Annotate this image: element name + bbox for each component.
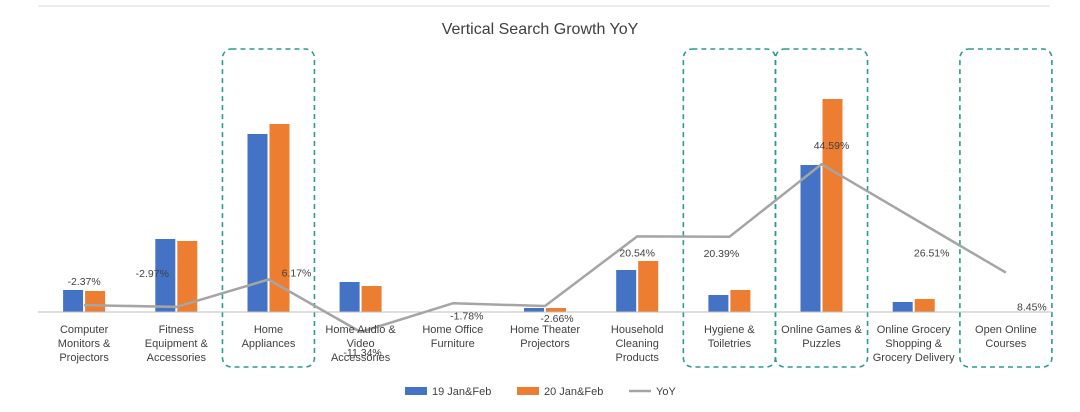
yoy-data-label-online-games-and-puzzles: 44.59% <box>814 140 850 152</box>
category-label-hygiene-and-toiletries: Hygiene & Toiletries <box>704 324 755 350</box>
yoy-data-label-home-appliances: 6.17% <box>282 268 312 280</box>
bar-19-janandfeb-hygiene-and-toiletries <box>708 295 729 312</box>
highlight-box-hygiene-and-toiletries <box>682 48 777 368</box>
category-label-online-grocery-shopping-and-grocery-delivery: Online Grocery Shopping & Grocery Delivery <box>873 324 955 364</box>
yoy-data-label-fitness-equipment-and-accessories: -2.97% <box>136 268 169 280</box>
bar-20-janandfeb-fitness-equipment-and-accessories <box>177 241 198 312</box>
category-label-home-audio-and-video-accessories: Home Audio & Video Accessories <box>325 324 396 364</box>
bar-19-janandfeb-online-grocery-shopping-and-grocery-delivery <box>892 302 913 312</box>
legend-label-yoy: YoY <box>656 386 676 398</box>
highlight-box-open-online-courses <box>959 48 1053 368</box>
bar-20-janandfeb-online-games-and-puzzles <box>822 99 843 312</box>
yoy-data-label-home-office-furniture: -1.78% <box>450 310 483 322</box>
category-label-home-appliances: Home Appliances <box>242 324 296 350</box>
bar-20-janandfeb-online-grocery-shopping-and-grocery-delivery <box>914 299 935 312</box>
bar-20-janandfeb-home-audio-and-video-accessories <box>361 286 382 312</box>
yoy-line-group: -2.37% -2.97% 6.17% -11.34% -1.78% -2.66% 20.5… <box>67 140 1046 359</box>
bar-19-janandfeb-online-games-and-puzzles <box>800 165 821 312</box>
yoy-data-label-computer-monitors-and-projectors: -2.37% <box>67 276 100 288</box>
legend-label-20-janandfeb: 20 Jan&Feb <box>544 386 603 398</box>
category-label-open-online-courses: Open Online Courses <box>975 324 1037 350</box>
bar-19-janandfeb-household-cleaning-products <box>616 270 637 312</box>
legend-swatch-19-janandfeb <box>405 387 427 395</box>
bar-20-janandfeb-household-cleaning-products <box>638 261 659 312</box>
highlight-boxes <box>221 48 1053 368</box>
category-label-fitness-equipment-and-accessories: Fitness Equipment & Accessories <box>145 324 209 364</box>
yoy-data-label-open-online-courses: 8.45% <box>1017 302 1047 314</box>
bar-19-janandfeb-home-appliances <box>247 134 268 312</box>
highlight-box-online-games-and-puzzles <box>774 48 869 368</box>
legend-label-19-janandfeb: 19 Jan&Feb <box>432 386 491 398</box>
bar-20-janandfeb-home-appliances <box>269 124 290 312</box>
bar-20-janandfeb-home-theater-projectors <box>546 308 566 312</box>
category-label-household-cleaning-products: Household Cleaning Products <box>611 324 664 364</box>
yoy-line <box>84 162 1007 334</box>
highlight-box-home-appliances <box>221 48 316 368</box>
yoy-data-label-household-cleaning-products: 20.54% <box>619 247 655 259</box>
legend-swatch-20-janandfeb <box>517 387 539 395</box>
legend: 19 Jan&Feb 20 Jan&Feb YoY <box>405 386 676 398</box>
bar-19-janandfeb-fitness-equipment-and-accessories <box>155 239 176 312</box>
category-label-home-office-furniture: Home Office Furniture <box>422 324 483 350</box>
bar-19-janandfeb-home-audio-and-video-accessories <box>339 282 360 312</box>
category-label-computer-monitors-and-projectors: Computer Monitors & Projectors <box>58 324 111 364</box>
bar-19-janandfeb-home-theater-projectors <box>524 308 544 312</box>
bars <box>63 99 935 312</box>
category-label-home-theater-projectors: Home Theater Projectors <box>510 324 580 350</box>
category-label-online-games-and-puzzles: Online Games & Puzzles <box>781 324 862 350</box>
bar-19-janandfeb-computer-monitors-and-projectors <box>63 290 84 312</box>
yoy-data-label-home-audio-and-video-accessories: -11.34% <box>343 347 381 359</box>
bar-20-janandfeb-computer-monitors-and-projectors <box>85 291 106 312</box>
yoy-data-label-hygiene-and-toiletries: 20.39% <box>704 248 740 260</box>
chart-title: Vertical Search Growth YoY <box>442 21 639 38</box>
bar-20-janandfeb-hygiene-and-toiletries <box>730 290 751 312</box>
yoy-data-label-online-grocery-shopping-and-grocery-delivery: 26.51% <box>914 248 950 260</box>
yoy-data-label-home-theater-projectors: -2.66% <box>540 313 573 325</box>
category-labels: Computer Monitors & Projectors Fitness Equip… <box>58 324 1037 364</box>
